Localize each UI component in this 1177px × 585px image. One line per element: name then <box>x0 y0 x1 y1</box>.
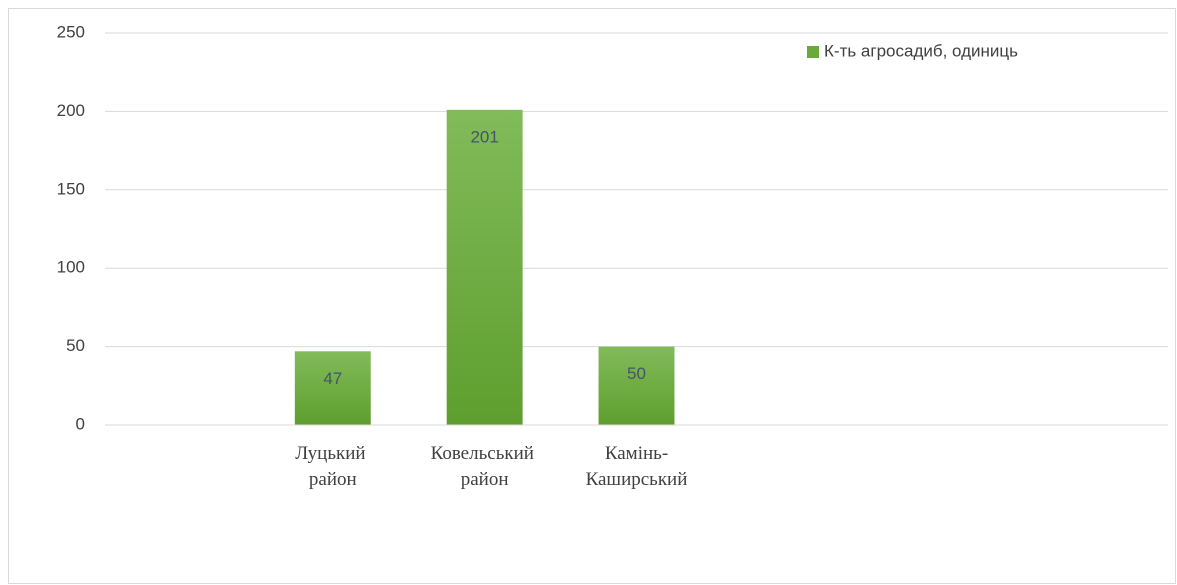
bar <box>598 346 675 425</box>
y-tick-label: 0 <box>76 414 85 433</box>
data-label: 201 <box>470 127 498 146</box>
x-tick-label: Ковельський район <box>431 443 539 490</box>
x-tick-label: Камінь-Каширський <box>586 443 688 490</box>
y-tick-label: 100 <box>57 258 85 277</box>
y-tick-label: 150 <box>57 179 85 198</box>
y-tick-label: 250 <box>57 22 85 41</box>
chart-border <box>8 8 1176 584</box>
y-tick-label: 200 <box>57 101 85 120</box>
x-tick-label: Луцький район <box>295 443 370 490</box>
y-tick-label: 50 <box>66 336 85 355</box>
data-label: 47 <box>323 369 342 388</box>
legend-swatch <box>807 46 819 58</box>
legend-label: К-ть агросадиб, одиниць <box>824 41 1018 60</box>
bar <box>294 351 371 425</box>
bar <box>446 109 523 425</box>
data-label: 50 <box>627 364 646 383</box>
